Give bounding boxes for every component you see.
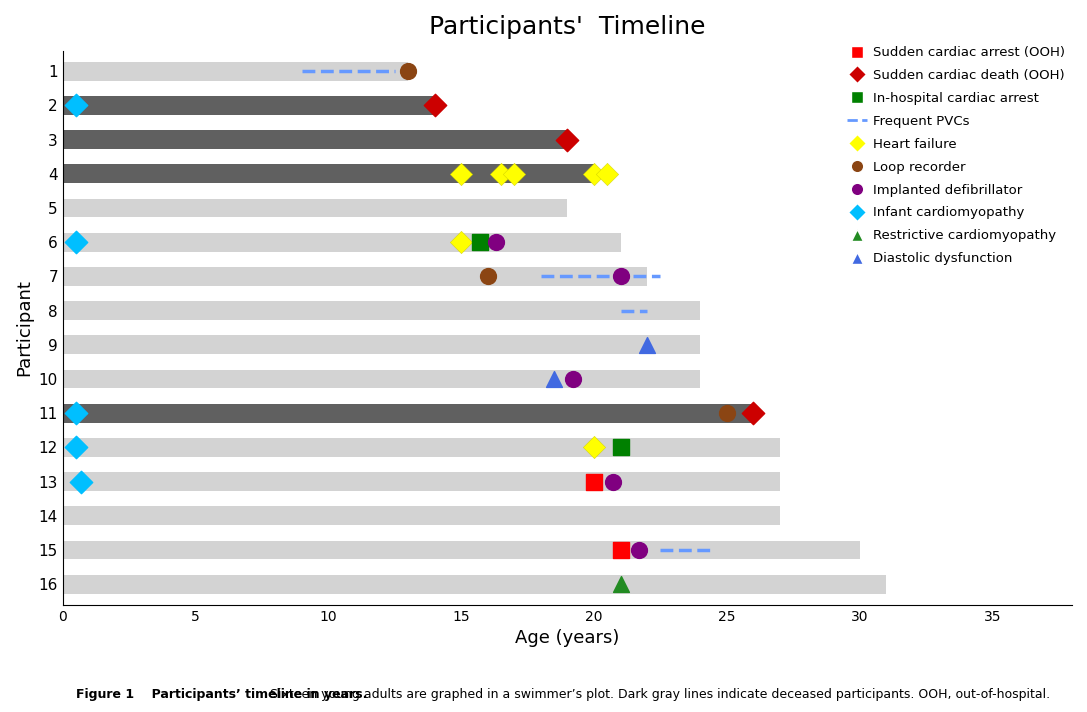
X-axis label: Age (years): Age (years) — [515, 629, 620, 647]
Bar — [63, 301, 700, 320]
Point — [479, 271, 497, 282]
Bar — [63, 370, 700, 389]
Text: Figure 1    Participants’ timeline in years.: Figure 1 Participants’ timeline in years… — [76, 689, 367, 701]
Point — [67, 100, 85, 111]
Point — [426, 100, 443, 111]
Point — [612, 544, 629, 555]
Point — [452, 236, 470, 248]
Point — [564, 373, 582, 384]
Bar — [63, 62, 408, 80]
Bar — [63, 335, 700, 354]
Point — [73, 476, 90, 487]
Point — [638, 339, 655, 350]
Bar — [63, 575, 886, 594]
Point — [612, 579, 629, 590]
Point — [559, 134, 576, 145]
Bar — [63, 164, 594, 183]
Point — [612, 271, 629, 282]
Point — [612, 441, 629, 453]
Point — [505, 168, 523, 179]
Point — [585, 441, 602, 453]
Bar — [63, 233, 621, 251]
Bar — [63, 506, 779, 525]
Point — [487, 236, 504, 248]
Point — [604, 476, 622, 487]
Point — [67, 236, 85, 248]
Bar — [63, 540, 860, 560]
Point — [599, 168, 616, 179]
Point — [546, 373, 563, 384]
Bar — [63, 267, 647, 286]
Point — [471, 236, 488, 248]
Point — [719, 407, 736, 419]
Legend: Sudden cardiac arrest (OOH), Sudden cardiac death (OOH), In-hospital cardiac arr: Sudden cardiac arrest (OOH), Sudden card… — [847, 46, 1065, 266]
Bar — [63, 404, 753, 423]
Bar — [63, 438, 779, 457]
Y-axis label: Participant: Participant — [15, 279, 33, 376]
Point — [630, 544, 648, 555]
Bar — [63, 472, 779, 491]
Point — [585, 168, 602, 179]
Point — [745, 407, 762, 419]
Bar — [63, 96, 435, 115]
Title: Participants'  Timeline: Participants' Timeline — [429, 15, 705, 39]
Bar — [63, 130, 567, 149]
Point — [452, 168, 470, 179]
Point — [492, 168, 510, 179]
Point — [585, 476, 602, 487]
Point — [67, 441, 85, 453]
Point — [67, 407, 85, 419]
Point — [399, 66, 416, 77]
Text: Sixteen young adults are graphed in a swimmer’s plot. Dark gray lines indicate d: Sixteen young adults are graphed in a sw… — [266, 689, 1050, 701]
Bar — [63, 199, 567, 217]
